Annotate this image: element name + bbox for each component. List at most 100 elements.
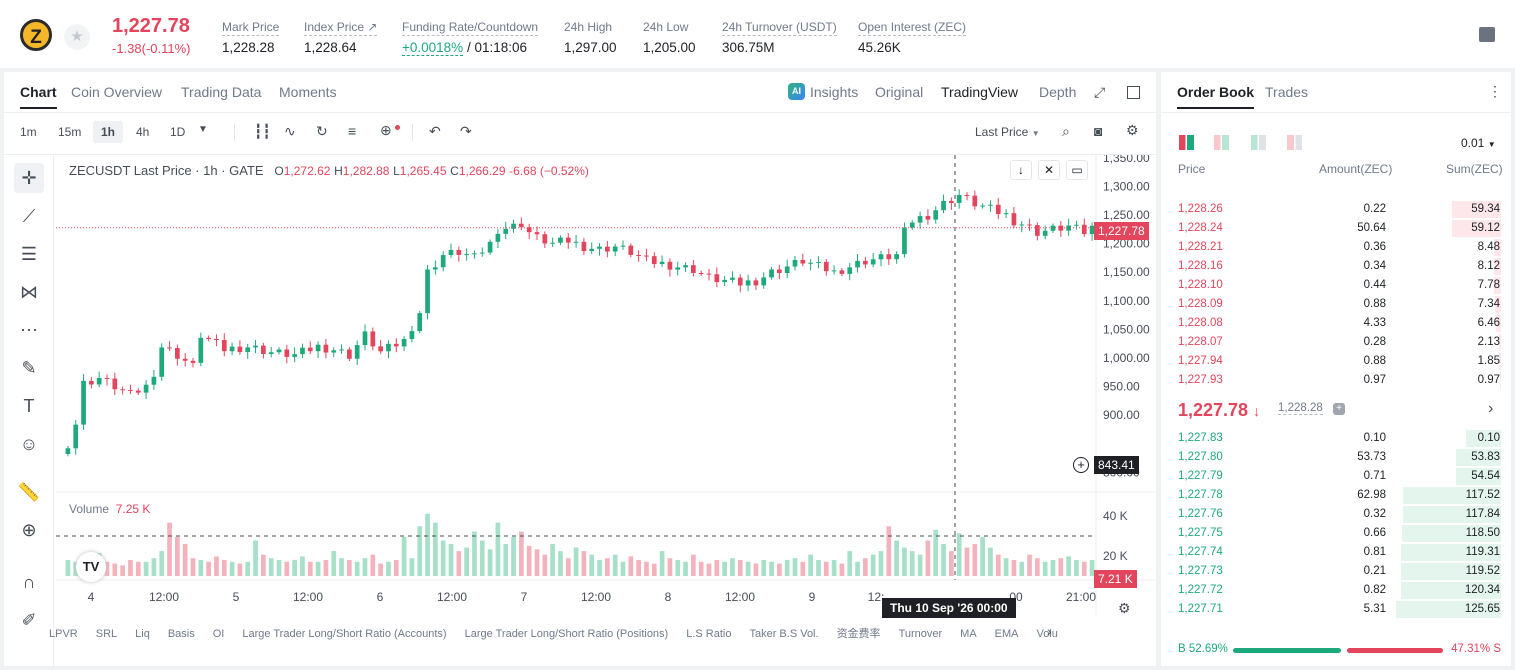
pattern-icon[interactable]: ⋈ [20,282,38,302]
view-tradingview[interactable]: TradingView [941,84,1019,100]
tradingview-logo[interactable]: TV [76,552,106,582]
indicator-3[interactable]: Basis [167,628,195,640]
ask-row[interactable]: 1,228.08 4.33 6.46 [1161,314,1511,333]
add-alert-icon[interactable]: + [1073,457,1089,473]
close-icon[interactable]: ✕ [1038,160,1060,180]
chevron-right-icon[interactable]: › [1047,623,1052,639]
settings-gear-icon[interactable]: ⚙ [1118,600,1131,616]
tab-chart[interactable]: Chart [20,84,57,109]
stat-label[interactable]: Mark Price [222,20,280,36]
view-asks-icon[interactable] [1214,135,1229,150]
stat-label[interactable]: 24h Turnover (USDT) [722,20,837,36]
shield-icon[interactable]: + [1333,403,1345,415]
interval-1h[interactable]: 1h [93,121,124,143]
camera-icon[interactable]: ◙ [1094,123,1103,139]
bid-row[interactable]: 1,227.78 62.98 117.52 [1161,486,1511,505]
bid-row[interactable]: 1,227.75 0.66 118.50 [1161,524,1511,543]
expand-icon[interactable]: ⤢ [1094,84,1106,100]
indicator-9[interactable]: 资金费率 [836,628,881,640]
candlestick-chart[interactable]: 1,350.00 1,300.00 1,250.00 1,200.00 1,150.00… [56,155,1156,635]
magnet-icon[interactable]: ∩ [22,572,36,592]
indicator-8[interactable]: Taker B.S Vol. [749,628,819,640]
crosshair-icon[interactable]: ✛ [14,163,44,193]
interval-1m[interactable]: 1m [20,125,37,139]
indicator-11[interactable]: MA [960,628,977,640]
indicator-4[interactable]: OI [212,628,225,640]
replay-icon[interactable]: ↻ [316,123,328,139]
precision-select[interactable]: 0.01 ▼ [1461,136,1496,150]
window-icon[interactable] [1127,86,1140,99]
stat-label[interactable]: Funding Rate/Countdown [402,20,539,36]
templates-icon[interactable]: ≡ [348,123,357,139]
tab-moments[interactable]: Moments [279,84,337,100]
maximize-icon[interactable]: ▭ [1066,160,1088,180]
more-icon[interactable]: ⋮ [1488,83,1502,99]
tab-trades[interactable]: Trades [1265,84,1309,100]
indicator-13[interactable]: Volu [1036,628,1058,640]
bid-row[interactable]: 1,227.83 0.10 0.10 [1161,429,1511,448]
mid-price[interactable]: 1,227.78 ↓ [1178,400,1260,421]
ask-row[interactable]: 1,228.26 0.22 59.34 [1161,200,1511,219]
search-icon[interactable]: ⌕ [1062,123,1070,139]
brush-icon[interactable]: ✎ [21,358,37,378]
tab-order-book[interactable]: Order Book [1177,84,1255,109]
chevron-down-icon[interactable]: ▼ [198,124,208,135]
ask-row[interactable]: 1,227.93 0.97 0.97 [1161,371,1511,390]
calculator-icon[interactable] [1479,27,1495,42]
funding-rate-value[interactable]: +0.0018% [402,40,464,56]
bid-row[interactable]: 1,227.71 5.31 125.65 [1161,600,1511,619]
horizontal-lines-icon[interactable]: ☰ [20,244,38,264]
ask-row[interactable]: 1,228.16 0.34 8.12 [1161,257,1511,276]
price-source-select[interactable]: Last Price ▼ [975,125,1040,139]
bid-row[interactable]: 1,227.76 0.32 117.84 [1161,505,1511,524]
view-split-icon[interactable] [1287,135,1302,150]
ask-row[interactable]: 1,228.09 0.88 7.34 [1161,295,1511,314]
emoji-icon[interactable]: ☺ [19,434,39,454]
view-depth[interactable]: Depth [1039,84,1077,100]
redo-icon[interactable]: ↷ [460,123,472,139]
interval-15m[interactable]: 15m [58,125,82,139]
collapse-icon[interactable]: ↓ [1010,160,1032,180]
zoom-in-icon[interactable]: ⊕ [21,520,37,540]
indicator-5[interactable]: Large Trader Long/Short Ratio (Accounts) [242,628,447,640]
indicator-0[interactable]: LPVR [49,628,78,640]
indicator-7[interactable]: L.S Ratio [686,628,732,640]
trend-line-icon[interactable]: ⟋ [22,206,36,226]
indicator-1[interactable]: SRL [95,628,118,640]
fib-icon[interactable]: ⋯ [20,320,38,340]
ask-row[interactable]: 1,228.07 0.28 2.13 [1161,333,1511,352]
indicator-6[interactable]: Large Trader Long/Short Ratio (Positions… [464,628,669,640]
view-insights[interactable]: Insights [810,84,859,100]
bid-row[interactable]: 1,227.73 0.21 119.52 [1161,562,1511,581]
bid-row[interactable]: 1,227.79 0.71 54.54 [1161,467,1511,486]
gear-icon[interactable]: ⚙ [1126,122,1139,138]
tab-coin-overview[interactable]: Coin Overview [71,84,163,100]
lock-drawing-icon[interactable]: ✐ [21,610,37,630]
ruler-icon[interactable]: 📏 [17,482,41,502]
indicators-icon[interactable]: ∿ [284,123,296,139]
bid-row[interactable]: 1,227.72 0.82 120.34 [1161,581,1511,600]
chevron-right-icon[interactable]: › [1488,400,1494,417]
view-original[interactable]: Original [875,84,924,100]
text-icon[interactable]: T [23,396,35,416]
ask-row[interactable]: 1,228.21 0.36 8.48 [1161,238,1511,257]
interval-1d[interactable]: 1D [170,125,186,139]
indicator-12[interactable]: EMA [994,628,1019,640]
add-indicator-icon[interactable]: ⊕ [380,122,392,138]
favorite-star-icon[interactable]: ★ [64,24,90,50]
stat-label[interactable]: Open Interest (ZEC) [858,20,967,36]
bid-row[interactable]: 1,227.74 0.81 119.31 [1161,543,1511,562]
ask-row[interactable]: 1,228.10 0.44 7.78 [1161,276,1511,295]
ask-row[interactable]: 1,227.94 0.88 1.85 [1161,352,1511,371]
indicator-2[interactable]: Liq [135,628,150,640]
ask-row[interactable]: 1,228.24 50.64 59.12 [1161,219,1511,238]
candle-type-icon[interactable]: ┇┇ [254,123,271,139]
stat-label[interactable]: Index Price ↗ [304,20,378,36]
interval-4h[interactable]: 4h [136,125,150,139]
undo-icon[interactable]: ↶ [429,123,441,139]
indicator-10[interactable]: Turnover [898,628,943,640]
tab-trading-data[interactable]: Trading Data [181,84,262,100]
bid-row[interactable]: 1,227.80 53.73 53.83 [1161,448,1511,467]
view-both-icon[interactable] [1179,135,1194,150]
view-bids-icon[interactable] [1251,135,1266,150]
